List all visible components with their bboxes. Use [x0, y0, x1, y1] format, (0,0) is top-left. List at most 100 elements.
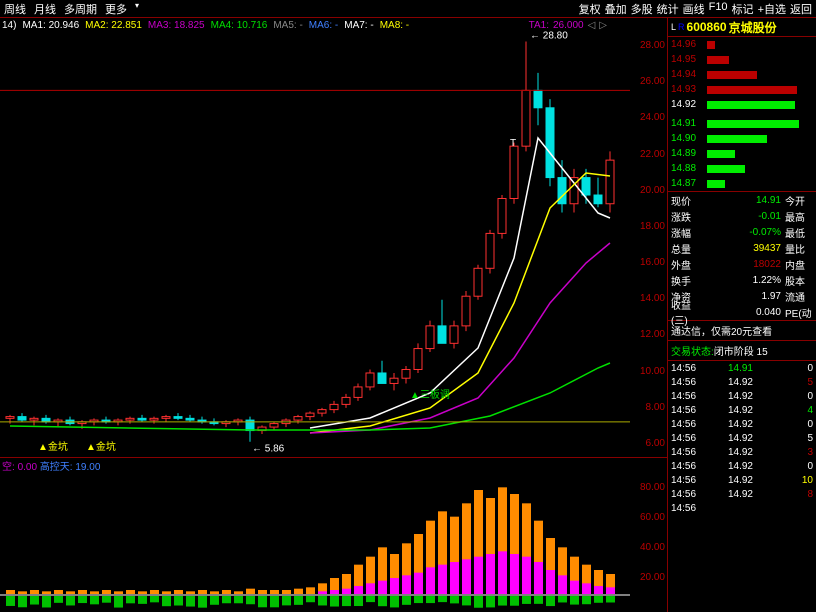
tick-vol: 8 — [753, 489, 813, 500]
tool-drawline[interactable]: 画线 — [683, 1, 705, 17]
stock-name[interactable]: 京城股份 — [729, 19, 777, 36]
y-tick: 18.00 — [629, 221, 665, 232]
tab-month[interactable]: 月线 — [34, 1, 56, 17]
chart-annotation: ▲金坑 — [38, 438, 68, 453]
tick-row: 14:5614.920 — [668, 417, 816, 431]
y-tick: 10.00 — [629, 366, 665, 377]
volume-chart[interactable]: 空: 0.00 高控天: 19.00 80.0060.0040.0020.00 — [0, 458, 667, 612]
orderbook-buy-row[interactable]: 14.89 — [668, 146, 816, 161]
top-toolbar: 周线 月线 多周期 更多 ▾ 复权 叠加 多股 统计 画线 F10 标记 +自选… — [0, 0, 816, 18]
quote-row: 涨跌-0.01最高 — [668, 208, 816, 224]
tick-vol: 0 — [753, 419, 813, 430]
tab-week[interactable]: 周线 — [4, 1, 26, 17]
y-tick: 12.00 — [629, 329, 665, 340]
tool-f10[interactable]: F10 — [709, 1, 728, 17]
ma-item: MA5: - — [273, 20, 302, 31]
tick-price: 14.92 — [707, 447, 753, 458]
quote-value: -0.07% — [703, 227, 785, 238]
tool-overlay[interactable]: 叠加 — [605, 1, 627, 17]
ob-price: 14.92 — [671, 99, 707, 110]
tick-row: 14:5614.923 — [668, 445, 816, 459]
tick-time: 14:56 — [671, 377, 707, 388]
tick-row: 14:5614.9210 — [668, 473, 816, 487]
tick-price: 14.92 — [707, 377, 753, 388]
tool-multistock[interactable]: 多股 — [631, 1, 653, 17]
tool-stats[interactable]: 统计 — [657, 1, 679, 17]
tick-list[interactable]: 14:5614.91014:5614.92514:5614.92014:5614… — [668, 361, 816, 612]
ta-next-icon[interactable]: ▷ — [599, 20, 607, 31]
orderbook-buy-row[interactable]: 14.91 — [668, 116, 816, 131]
orderbook-buy-row[interactable]: 14.90 — [668, 131, 816, 146]
tick-price: 14.92 — [707, 391, 753, 402]
quote-label2: PE(动 — [785, 305, 813, 320]
tab-more[interactable]: 更多 — [105, 1, 127, 17]
ob-price: 14.90 — [671, 133, 707, 144]
ma-item: MA1: 20.946 — [22, 20, 79, 31]
tick-time: 14:56 — [671, 363, 707, 374]
ob-bar — [707, 150, 735, 158]
tick-vol: 10 — [753, 475, 813, 486]
y-tick: 22.00 — [629, 149, 665, 160]
y-tick: 26.00 — [629, 76, 665, 87]
tab-multi[interactable]: 多周期 — [64, 1, 97, 17]
ma-item: MA6: - — [309, 20, 338, 31]
ma-item: MA3: 18.825 — [148, 20, 205, 31]
quote-value: 14.91 — [703, 195, 785, 206]
hdr-R: R — [678, 22, 685, 32]
ta-prev-icon[interactable]: ◁ — [588, 20, 596, 31]
tick-vol: 0 — [753, 363, 813, 374]
tick-time: 14:56 — [671, 405, 707, 416]
orderbook-sell-row[interactable]: 14.95 — [668, 52, 816, 67]
orderbook-buy-row[interactable]: 14.88 — [668, 161, 816, 176]
tool-back[interactable]: 返回 — [790, 1, 812, 17]
y-tick: 8.00 — [629, 402, 665, 413]
stock-header: L R 600860 京城股份 — [668, 18, 816, 36]
orderbook-buy-row[interactable]: 14.87 — [668, 176, 816, 191]
quote-label2: 量比 — [785, 241, 813, 256]
quote-row: 外盘18022内盘 — [668, 256, 816, 272]
tick-time: 14:56 — [671, 461, 707, 472]
quote-value: -0.01 — [703, 211, 785, 222]
more-dropdown-icon[interactable]: ▾ — [135, 1, 139, 17]
vol-prefix: 空: — [2, 462, 15, 473]
quote-label2: 最低 — [785, 225, 813, 240]
price-chart[interactable]: 14) MA1: 20.946MA2: 22.851MA3: 18.825MA4… — [0, 18, 667, 458]
tdx-promo[interactable]: 通达信，仅需20元查看 — [668, 321, 816, 341]
vol-val1: 0.00 — [18, 462, 37, 473]
quote-label: 现价 — [671, 193, 703, 208]
tick-time: 14:56 — [671, 391, 707, 402]
chart-annotation: ▲金坑 — [86, 438, 116, 453]
quote-panel: 现价14.91今开涨跌-0.01最高涨幅-0.07%最低总量39437量比外盘1… — [668, 192, 816, 321]
tick-price: 14.92 — [707, 433, 753, 444]
stock-code[interactable]: 600860 — [687, 20, 727, 34]
orderbook-current-row[interactable]: 14.92 — [668, 97, 816, 112]
tick-vol: 0 — [753, 391, 813, 402]
ma-item: MA7: - — [344, 20, 373, 31]
hdr-L: L — [671, 22, 676, 32]
ob-price: 14.94 — [671, 69, 707, 80]
vol-y-axis: 80.0060.0040.0020.00 — [629, 458, 667, 612]
period-tabs: 周线 月线 多周期 更多 ▾ — [0, 1, 139, 17]
tick-row: 14:5614.928 — [668, 487, 816, 501]
ta-value: 26.000 — [553, 20, 584, 31]
tick-price: 14.92 — [707, 461, 753, 472]
vol-label2: 高控天: — [40, 462, 73, 473]
quote-value: 1.97 — [703, 291, 785, 302]
orderbook-sell-row[interactable]: 14.96 — [668, 37, 816, 52]
orderbook-sell-row[interactable]: 14.93 — [668, 82, 816, 97]
quote-value: 1.22% — [703, 275, 785, 286]
vol-legend: 空: 0.00 高控天: 19.00 — [2, 458, 100, 473]
y-tick: 6.00 — [629, 438, 665, 449]
tick-row: 14:5614.924 — [668, 403, 816, 417]
quote-label: 涨幅 — [671, 225, 703, 240]
quote-value: 0.040 — [703, 307, 785, 318]
tool-mark[interactable]: 标记 — [732, 1, 754, 17]
tool-fav[interactable]: +自选 — [758, 1, 786, 17]
tick-vol: 4 — [753, 405, 813, 416]
side-panel: L R 600860 京城股份 14.9614.95 14.94 14.93 14.9… — [668, 18, 816, 612]
ma-item: MA2: 22.851 — [85, 20, 142, 31]
ob-bar — [707, 56, 729, 64]
orderbook-sell-row[interactable]: 14.94 — [668, 67, 816, 82]
tick-time: 14:56 — [671, 433, 707, 444]
tool-adjust[interactable]: 复权 — [579, 1, 601, 17]
